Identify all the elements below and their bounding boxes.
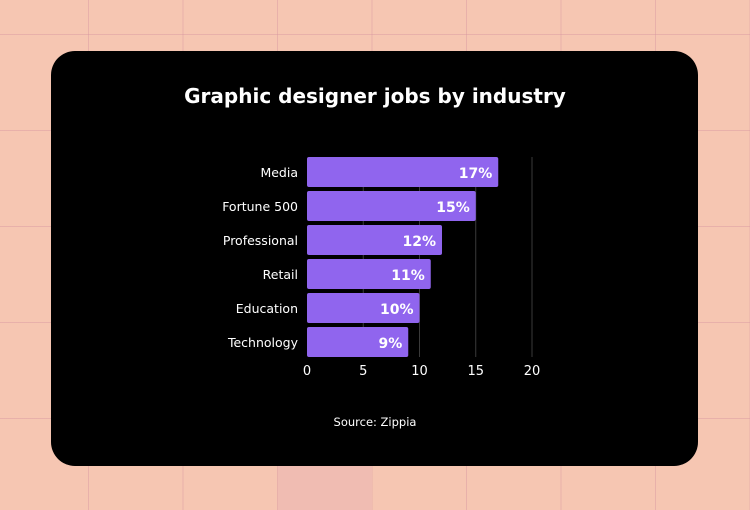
data-label: 9% — [378, 336, 402, 352]
bar — [307, 293, 420, 323]
x-tick-label: 0 — [303, 364, 311, 379]
x-tick-label: 10 — [411, 364, 428, 379]
data-label: 15% — [436, 200, 470, 216]
x-tick-label: 5 — [359, 364, 367, 379]
category-label: Education — [236, 301, 298, 316]
background-highlight-cell — [278, 466, 372, 510]
category-label: Technology — [227, 335, 299, 350]
category-label: Media — [260, 165, 298, 180]
x-tick-label: 15 — [467, 364, 484, 379]
data-label: 11% — [391, 268, 425, 284]
category-label: Fortune 500 — [222, 199, 298, 214]
chart-title: Graphic designer jobs by industry — [184, 84, 566, 108]
bar — [307, 191, 476, 221]
category-label: Retail — [263, 267, 298, 282]
chart-card — [51, 51, 698, 466]
bar — [307, 327, 409, 357]
bar — [307, 225, 442, 255]
data-label: 17% — [459, 166, 493, 182]
category-label: Professional — [223, 233, 298, 248]
data-label: 10% — [380, 302, 414, 318]
data-label: 12% — [402, 234, 436, 250]
x-tick-label: 20 — [524, 364, 541, 379]
bar — [307, 259, 431, 289]
bar — [307, 157, 499, 187]
source-note: Source: Zippia — [333, 415, 417, 429]
